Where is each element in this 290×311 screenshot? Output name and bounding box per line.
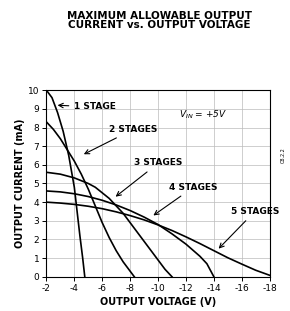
- X-axis label: OUTPUT VOLTAGE (V): OUTPUT VOLTAGE (V): [100, 297, 216, 307]
- Text: 2 STAGES: 2 STAGES: [85, 125, 157, 154]
- Text: C8.2.2: C8.2.2: [281, 148, 286, 163]
- Text: 4 STAGES: 4 STAGES: [154, 183, 218, 215]
- Text: MAXIMUM ALLOWABLE OUTPUT: MAXIMUM ALLOWABLE OUTPUT: [67, 11, 252, 21]
- Text: 5 STAGES: 5 STAGES: [220, 207, 279, 248]
- Text: 1 STAGE: 1 STAGE: [59, 103, 116, 111]
- Y-axis label: OUTPUT CURRENT (mA): OUTPUT CURRENT (mA): [15, 119, 25, 248]
- Text: $V_{IN}$ = +5V: $V_{IN}$ = +5V: [179, 108, 227, 121]
- Text: CURRENT vs. OUTPUT VOLTAGE: CURRENT vs. OUTPUT VOLTAGE: [68, 20, 251, 30]
- Text: 3 STAGES: 3 STAGES: [117, 159, 183, 196]
